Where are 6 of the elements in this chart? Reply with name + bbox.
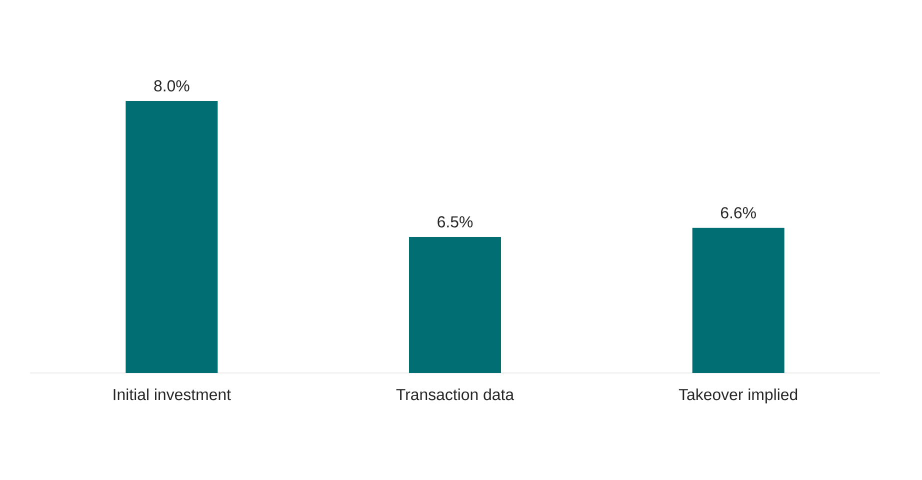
- x-tick-label: Initial investment: [114, 388, 231, 400]
- data-label: 6.5%: [438, 216, 473, 228]
- x-tick-label: Transaction data: [396, 388, 514, 400]
- x-tick-label: Takeover implied: [678, 388, 798, 404]
- data-label: 8.0%: [154, 80, 190, 92]
- data-label: 6.6%: [720, 207, 756, 218]
